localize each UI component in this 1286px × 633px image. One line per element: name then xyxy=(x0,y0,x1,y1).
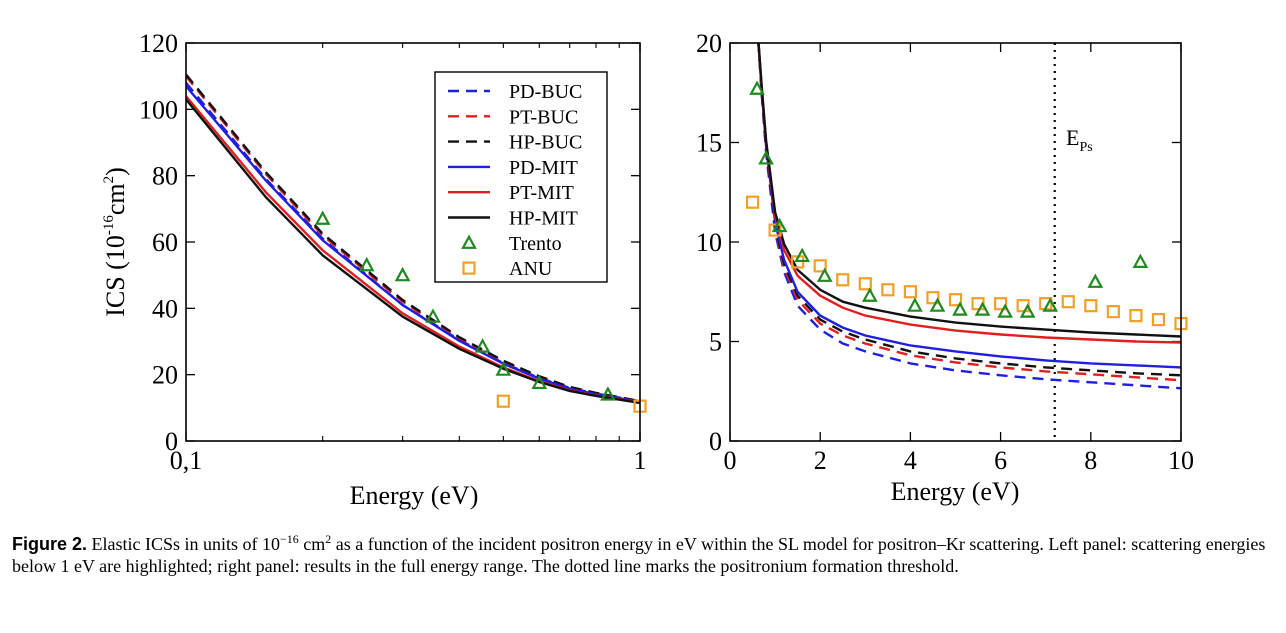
series-line-hp-buc xyxy=(186,73,640,403)
right-panel: 0 5 10 15 20 0 2 4 6 8 10 xyxy=(696,29,1194,475)
trento-point xyxy=(749,80,765,95)
x-tick-label: 0,1 xyxy=(170,446,203,475)
trento-point xyxy=(794,247,811,263)
anu-point xyxy=(926,291,940,305)
anu-point xyxy=(1061,295,1075,309)
caption-exponent-2: 2 xyxy=(325,532,332,546)
y-tick-label: 5 xyxy=(709,328,722,357)
anu-point xyxy=(745,195,760,209)
legend-marker-anu xyxy=(462,261,476,275)
anu-point xyxy=(496,394,510,408)
legend-label: HP-BUC xyxy=(509,132,582,154)
y-label-unit: cm xyxy=(101,183,130,215)
y-label-exponent-2: 2 xyxy=(101,176,117,184)
caption-label: Figure 2. xyxy=(12,534,88,554)
y-tick-label: 100 xyxy=(139,95,178,124)
caption-exponent-1: −16 xyxy=(280,532,299,546)
series-line-hp-mit xyxy=(757,43,1181,338)
trento-point xyxy=(394,266,411,282)
series-line-pt-buc xyxy=(757,43,1181,382)
legend-marker-trento xyxy=(461,234,477,249)
y-tick-label: 120 xyxy=(139,29,178,58)
legend-label: PT-MIT xyxy=(509,182,574,204)
trento-point xyxy=(974,301,991,316)
trento-point xyxy=(861,287,878,302)
trento-point xyxy=(600,386,616,401)
caption-text-2: cm xyxy=(298,534,326,554)
legend: PD-BUC PT-BUC HP-BUC PD-MIT PT-MIT HP-MIT Tren… xyxy=(434,71,608,283)
series-group xyxy=(757,43,1181,390)
left-x-axis-label: Energy (eV) xyxy=(350,481,479,510)
x-tick-label: 0 xyxy=(724,446,737,475)
legend-label: PD-MIT xyxy=(509,157,578,179)
legend-label: PT-BUC xyxy=(509,106,578,128)
y-tick-label: 40 xyxy=(152,294,178,323)
series-line-pd-mit xyxy=(757,43,1181,369)
plot-frame xyxy=(729,42,1182,442)
trento-point xyxy=(952,301,968,316)
left-y-axis-label: ICS (10-16cm2) xyxy=(101,167,130,317)
legend-label: HP-MIT xyxy=(509,208,578,230)
plot-frame xyxy=(185,42,641,442)
y-tick-label: 10 xyxy=(696,228,722,257)
anu-point xyxy=(1084,299,1098,313)
y-tick-label: 60 xyxy=(152,228,178,257)
x-tick-label: 1 xyxy=(634,446,647,475)
trento-point xyxy=(1042,297,1059,312)
anu-point xyxy=(858,277,872,291)
anu-point xyxy=(903,285,918,299)
trento-point xyxy=(1132,253,1149,268)
y-tick-label: 20 xyxy=(152,361,178,390)
x-tick-label: 10 xyxy=(1168,446,1194,475)
y-label-exponent-1: -16 xyxy=(101,215,117,235)
legend-label: ANU xyxy=(509,258,553,280)
figure-caption: Figure 2. Elastic ICSs in units of 10−16… xyxy=(12,533,1274,577)
series-line-hp-mit xyxy=(186,98,640,405)
x-tick-label: 4 xyxy=(904,446,917,475)
right-x-axis-label: Energy (eV) xyxy=(891,477,1020,506)
trento-point xyxy=(531,374,548,390)
anu-point xyxy=(813,259,827,273)
x-tick-label: 8 xyxy=(1084,446,1097,475)
trento-point xyxy=(1087,273,1104,288)
anu-point xyxy=(881,283,895,297)
caption-text-3: as a function of the incident positron e… xyxy=(12,534,1266,576)
y-tick-label: 0 xyxy=(165,427,178,456)
anu-point xyxy=(1129,309,1143,323)
anu-point xyxy=(948,293,963,307)
trento-point xyxy=(816,267,833,282)
anu-point xyxy=(993,297,1008,311)
legend-label: PD-BUC xyxy=(509,81,582,103)
trento-point xyxy=(358,256,375,272)
trento-point xyxy=(1019,303,1036,318)
y-label-main: ICS (10 xyxy=(101,235,130,317)
series-line-pt-mit xyxy=(757,43,1181,344)
x-tick-label: 6 xyxy=(994,446,1007,475)
x-tick-label: 2 xyxy=(814,446,827,475)
anu-point xyxy=(1106,305,1120,319)
trento-point xyxy=(474,338,491,353)
y-label-close: ) xyxy=(101,167,130,176)
threshold-label-main: E xyxy=(1066,125,1079,150)
trento-point xyxy=(907,297,923,312)
left-panel: 0 20 40 60 80 100 120 0,1 1 xyxy=(139,29,647,475)
threshold-label: EPs xyxy=(1066,125,1093,155)
trento-point xyxy=(495,361,512,376)
trento-point xyxy=(997,303,1013,318)
y-tick-label: 15 xyxy=(696,129,722,158)
y-tick-label: 80 xyxy=(152,162,178,191)
trento-point xyxy=(425,308,441,323)
trento-point xyxy=(771,217,788,233)
y-tick-label: 20 xyxy=(696,29,722,58)
legend-label: Trento xyxy=(509,233,562,255)
anu-point xyxy=(1151,313,1166,327)
trento-point xyxy=(929,297,946,312)
threshold-label-sub: Ps xyxy=(1079,140,1092,155)
trento-point xyxy=(314,210,331,225)
y-tick-label: 0 xyxy=(709,427,722,456)
trento-point xyxy=(758,150,774,165)
anu-point xyxy=(836,273,850,287)
caption-text-1: Elastic ICSs in units of 10 xyxy=(87,534,281,554)
